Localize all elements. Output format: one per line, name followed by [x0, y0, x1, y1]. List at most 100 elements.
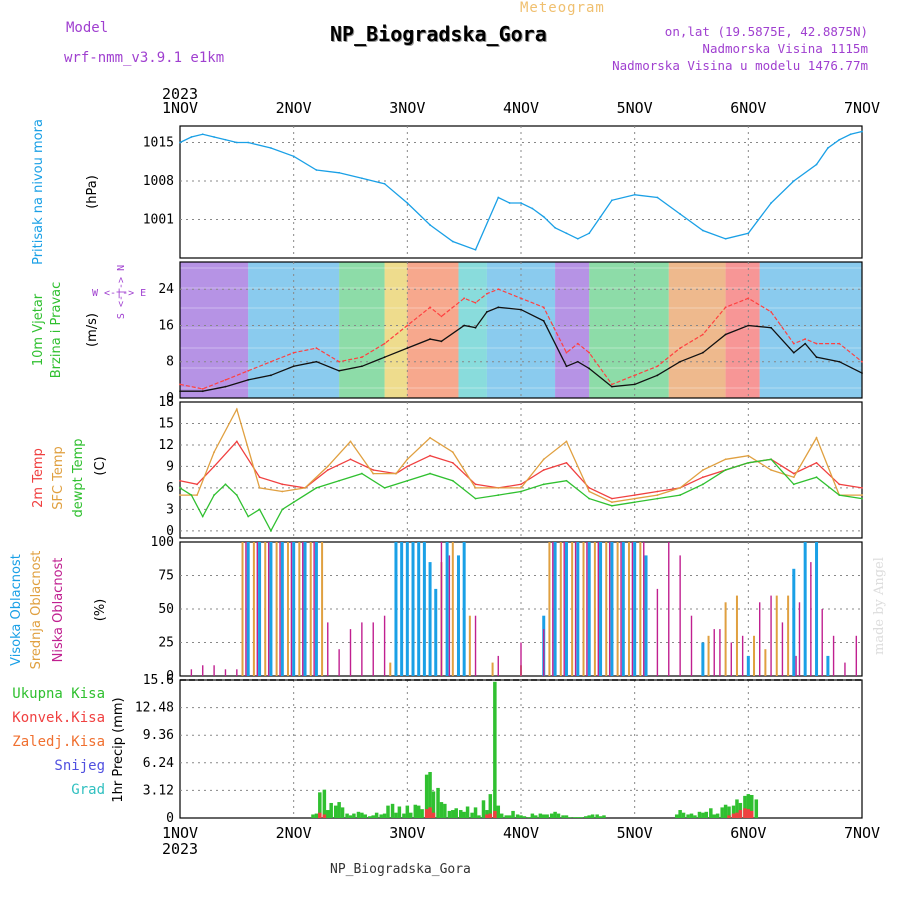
bar-ukupna-kisa [545, 814, 549, 818]
data-point [213, 451, 216, 454]
ylabel-cloud-unit: (%) [93, 599, 108, 622]
y-tick-label: 9 [166, 459, 174, 474]
data-point [338, 479, 341, 482]
data-point [406, 465, 409, 468]
data-point [372, 472, 375, 475]
data-point [429, 454, 431, 457]
x-tick-label-top: 5NOV [617, 99, 653, 117]
bar-visoka-oblacnost [792, 568, 796, 676]
bar-srednja-oblacnost [252, 542, 255, 676]
data-point [247, 141, 250, 144]
data-point [588, 367, 591, 370]
data-point [497, 494, 500, 496]
bar-srednja-oblacnost [593, 542, 596, 676]
bar-niska-oblacnost [643, 542, 645, 676]
bar-visoka-oblacnost [587, 542, 591, 676]
data-point [383, 486, 386, 489]
data-point [701, 469, 704, 471]
data-point [224, 378, 227, 381]
bar-ukupna-kisa [697, 811, 702, 818]
bar-ukupna-kisa [704, 811, 709, 818]
data-point [196, 494, 198, 496]
bar-visoka-oblacnost [394, 542, 398, 676]
bar-srednja-oblacnost [264, 542, 267, 676]
bar-visoka-oblacnost [701, 642, 705, 676]
data-point [463, 297, 466, 300]
data-point [770, 310, 772, 313]
data-point [701, 483, 704, 486]
footer-station-name: NP_Biogradska_Gora [330, 862, 471, 877]
data-point [611, 383, 613, 386]
bar-ukupna-kisa [394, 812, 398, 818]
y-tick-label: 18 [158, 395, 174, 410]
bar-ukupna-kisa [363, 814, 368, 818]
bar-ukupna-kisa [416, 805, 421, 818]
data-point [656, 497, 659, 500]
data-point [792, 351, 795, 354]
bar-ukupna-kisa [439, 802, 444, 818]
data-point [486, 310, 488, 313]
data-point [542, 306, 545, 309]
data-point [201, 133, 204, 136]
y-tick-label: 25 [158, 636, 174, 651]
meteogram-label: Meteogram [520, 0, 605, 16]
bar-visoka-oblacnost [428, 562, 432, 676]
bar-ukupna-kisa [504, 815, 508, 818]
data-point [815, 342, 818, 345]
bar-niska-oblacnost [741, 635, 744, 676]
bar-niska-oblacnost [730, 642, 732, 676]
bar-ukupna-kisa [374, 812, 379, 818]
bar-ukupna-kisa [590, 814, 595, 818]
ylabel-wind-unit: (m/s) [85, 313, 100, 347]
data-point [747, 454, 750, 457]
bar-niska-oblacnost [668, 542, 670, 676]
bar-visoka-oblacnost [434, 588, 438, 676]
bar-niska-oblacnost [361, 622, 363, 676]
ylabel-cloud-low: Niska Oblacnost [51, 558, 66, 663]
bar-srednja-oblacnost [309, 542, 312, 676]
bar-srednja-oblacnost [764, 649, 767, 676]
bar-srednja-oblacnost [707, 635, 710, 676]
bar-niska-oblacnost [372, 622, 374, 676]
bar-srednja-oblacnost [735, 595, 738, 676]
data-point [474, 301, 477, 304]
data-point [770, 326, 772, 329]
data-point [315, 360, 318, 363]
signature: made by Angel [872, 557, 887, 655]
data-point [656, 365, 659, 368]
bar-ukupna-kisa [420, 809, 424, 818]
bar-ukupna-kisa [488, 794, 493, 818]
bar-ukupna-kisa [408, 812, 413, 818]
data-point [520, 483, 522, 486]
wind-direction-band [384, 262, 408, 398]
data-point [201, 515, 204, 518]
bar-niska-oblacnost [759, 602, 761, 676]
data-point [815, 356, 818, 359]
bar-niska-oblacnost [821, 609, 823, 676]
bar-niska-oblacnost [245, 542, 247, 676]
data-point [474, 497, 477, 500]
ylabel-temp-2m: 2m Temp [31, 448, 46, 508]
y-tick-label: 1015 [143, 136, 174, 151]
bar-ukupna-kisa [477, 815, 481, 818]
bar-ukupna-kisa [379, 814, 383, 818]
bar-visoka-oblacnost [826, 655, 830, 676]
data-point [633, 383, 636, 386]
bar-niska-oblacnost [290, 542, 293, 676]
bar-niska-oblacnost [781, 622, 784, 676]
data-point [633, 501, 636, 504]
bar-ukupna-kisa [749, 795, 754, 818]
data-point [440, 340, 443, 343]
data-point [804, 342, 807, 345]
data-point [429, 338, 431, 340]
bar-visoka-oblacnost [564, 542, 568, 676]
data-point [611, 385, 613, 388]
ylabel-wind-direction: Brzina i Pravac [49, 282, 64, 379]
data-point [520, 490, 522, 493]
data-point [588, 486, 591, 489]
bar-ukupna-kisa [715, 813, 720, 818]
data-point [281, 483, 284, 486]
data-point [565, 461, 568, 464]
data-point [304, 486, 306, 489]
y-tick-label: 16 [158, 318, 174, 333]
